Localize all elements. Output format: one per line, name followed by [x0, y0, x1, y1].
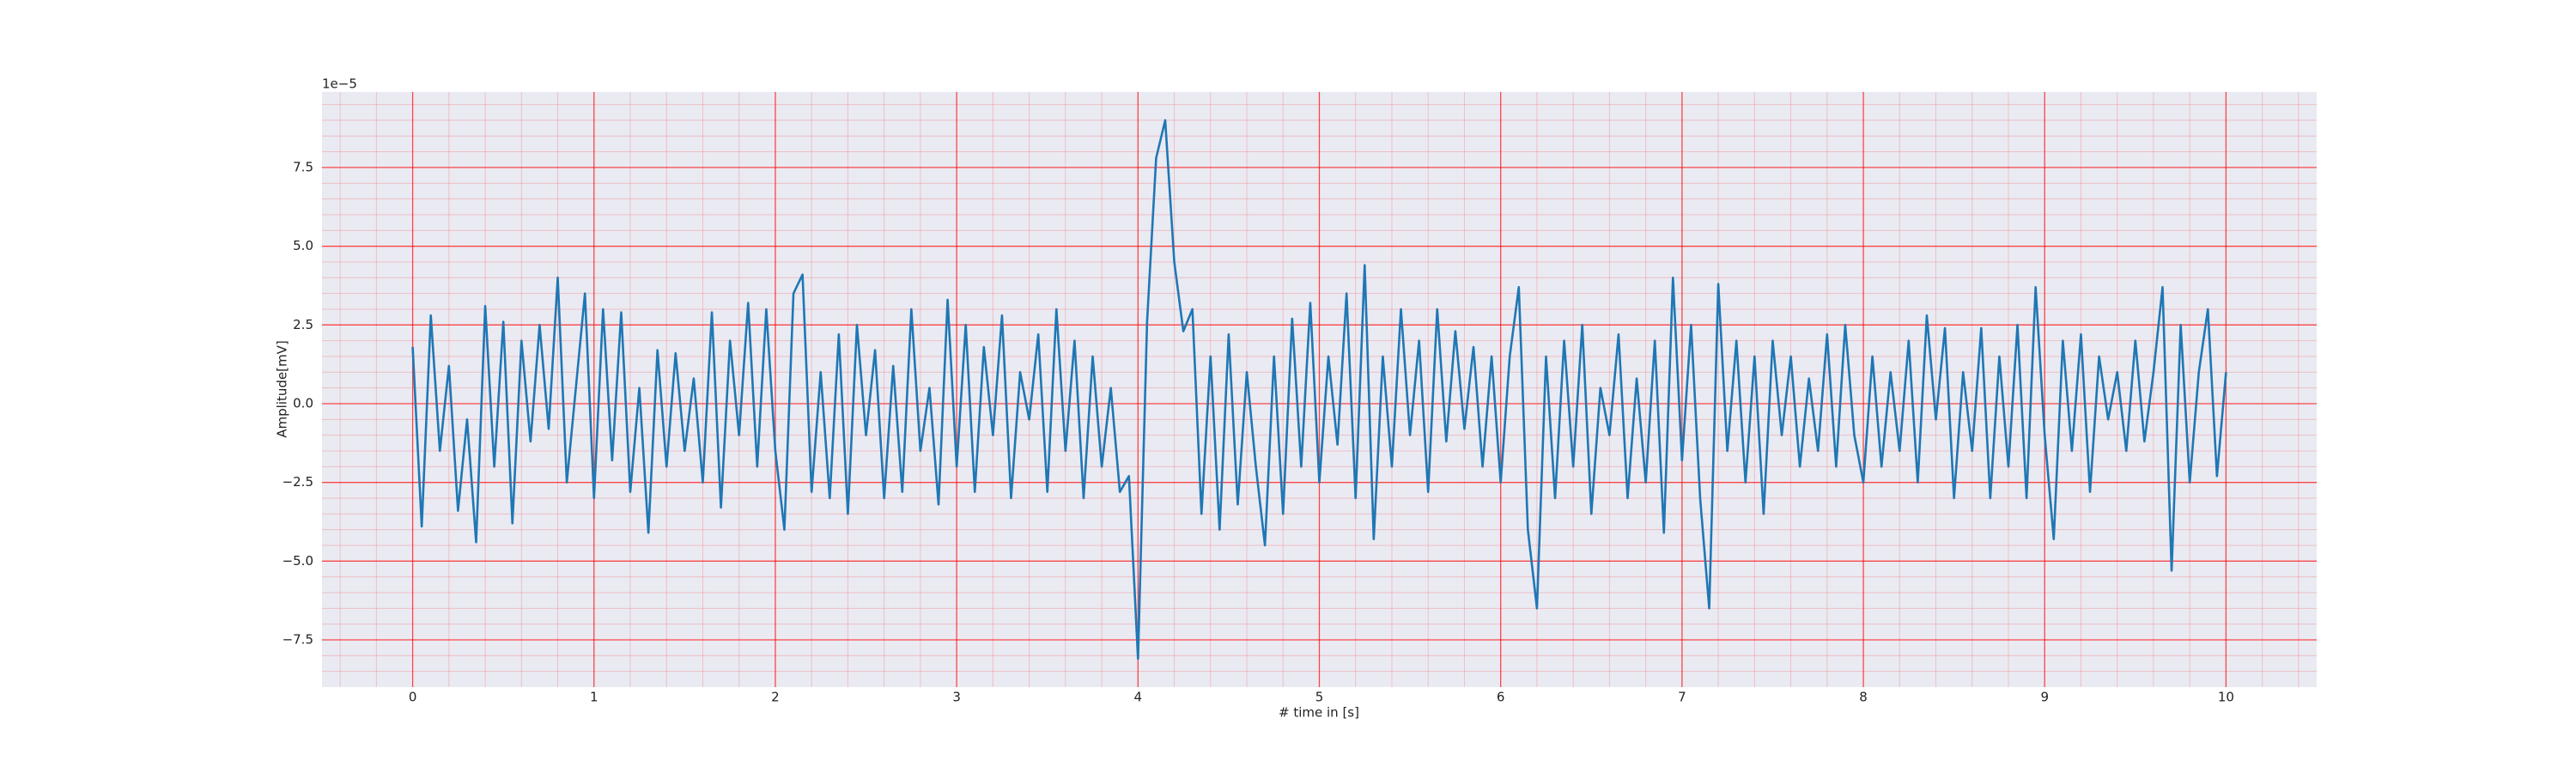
x-tick-label: 2 [771, 690, 780, 705]
x-tick-label: 9 [2040, 690, 2049, 705]
y-tick-label: −5.0 [283, 553, 313, 569]
y-tick-label: 2.5 [293, 317, 313, 332]
x-tick-label: 5 [1315, 690, 1324, 705]
x-tick-label: 3 [952, 690, 961, 705]
y-tick-label: 0.0 [293, 396, 313, 411]
y-tick-label: −7.5 [283, 632, 313, 648]
x-tick-label: 4 [1134, 690, 1143, 705]
x-axis-label: # time in [s] [1279, 705, 1359, 721]
x-tick-label: 6 [1497, 690, 1505, 705]
y-tick-label: −2.5 [283, 474, 313, 490]
x-tick-label: 8 [1859, 690, 1868, 705]
y-tick-label: 7.5 [293, 160, 313, 175]
data [411, 119, 2227, 660]
y-axis-label: Amplitude[mV] [275, 340, 290, 437]
x-tick-label: 1 [590, 690, 598, 705]
y-offset-label: 1e−5 [322, 76, 357, 92]
y-tick-label: 5.0 [293, 238, 313, 253]
x-tick-label: 7 [1678, 690, 1686, 705]
signal-line [411, 119, 2227, 660]
x-tick-label: 10 [2218, 690, 2234, 705]
labels: # time in [s] Amplitude[mV] 1e−5 0 1 2 3 4 5 6… [275, 76, 2234, 721]
x-tick-label: 0 [409, 690, 417, 705]
